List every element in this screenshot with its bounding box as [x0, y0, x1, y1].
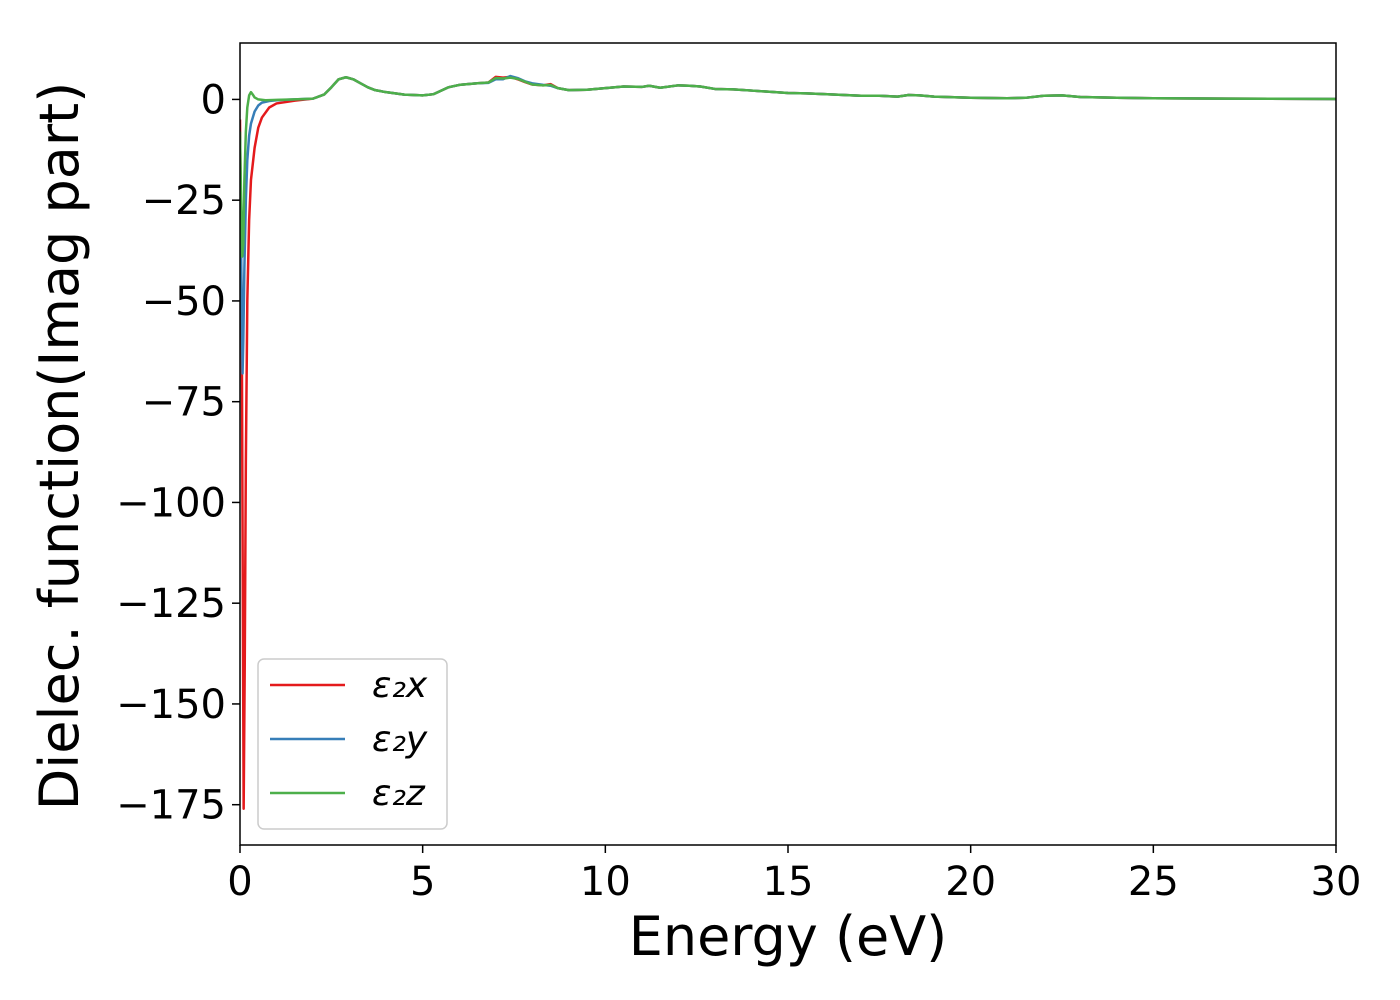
series-line-2	[240, 74, 1336, 375]
x-tick-label: 15	[763, 859, 814, 905]
y-tick-label: −100	[116, 480, 226, 526]
x-tick-label: 30	[1311, 859, 1362, 905]
x-tick-label: 25	[1128, 859, 1179, 905]
y-tick-label: −75	[142, 380, 226, 426]
legend-entries: ε₂x ε₂y ε₂z	[270, 665, 428, 814]
x-tick-label: 20	[945, 859, 996, 905]
series-layer	[240, 74, 1336, 810]
x-tick-label: 5	[410, 859, 435, 905]
y-tick-label: 0	[201, 77, 226, 123]
x-axis: 0 5 10 15 20 25 30	[227, 845, 1361, 905]
y-axis-label: Dielec. function(Imag part)	[28, 82, 91, 811]
legend-label-2: ε₂y	[372, 719, 428, 760]
legend: ε₂x ε₂y ε₂z	[257, 658, 448, 830]
y-tick-label: −50	[142, 279, 226, 325]
y-tick-label: −175	[116, 783, 226, 829]
y-axis: 0 −25 −50 −75 −100 −125 −150 −175	[116, 77, 240, 829]
x-tick-label: 10	[580, 859, 631, 905]
x-tick-label: 0	[227, 859, 252, 905]
legend-label-3: ε₂z	[372, 773, 426, 814]
legend-box	[257, 658, 448, 830]
x-axis-label: Energy (eV)	[629, 905, 948, 968]
legend-label-1: ε₂x	[372, 665, 428, 706]
y-tick-label: −25	[142, 178, 226, 224]
y-tick-label: −150	[116, 682, 226, 728]
series-line-3	[240, 76, 1336, 258]
y-tick-label: −125	[116, 581, 226, 627]
